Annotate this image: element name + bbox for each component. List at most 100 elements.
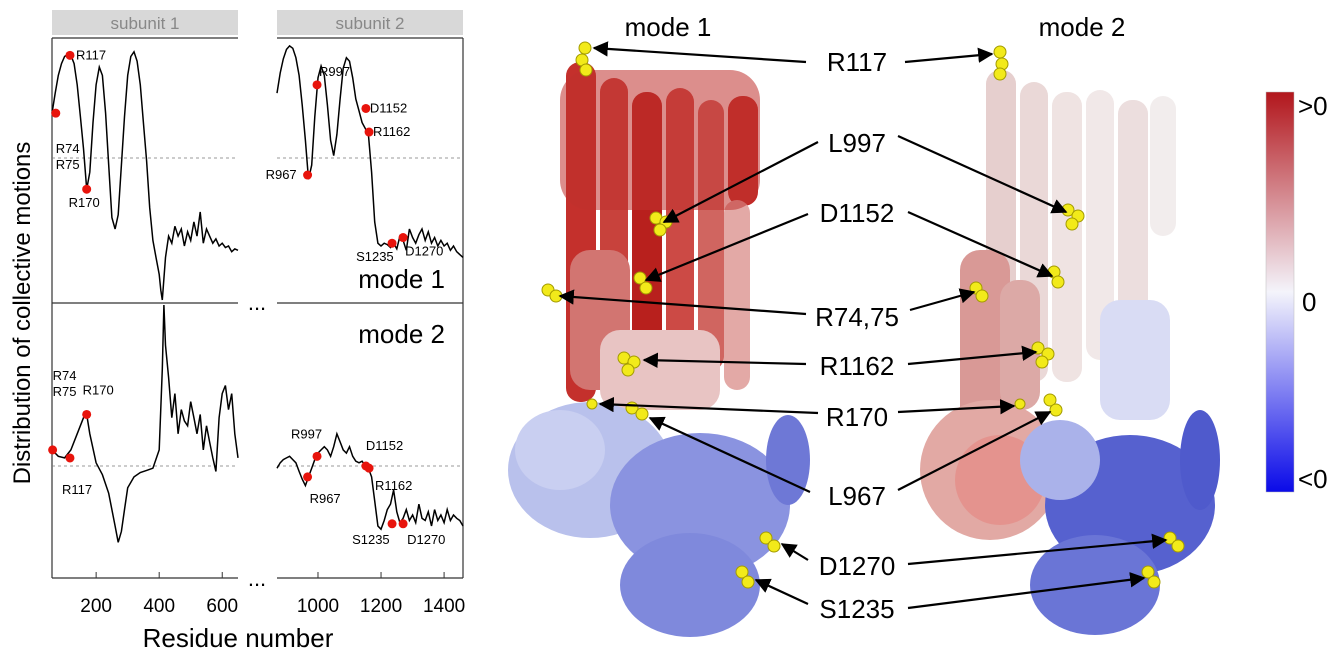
arrow-l997-mode1: [662, 141, 819, 223]
residue-d1270-mode1: [759, 531, 781, 553]
label-s1235: S1235: [819, 594, 894, 624]
marker-label: R1162: [375, 478, 412, 493]
x-axis-label: Residue number: [143, 623, 334, 653]
arrow-l997-mode2: [897, 134, 1068, 214]
arrow-r1162-mode2: [907, 345, 1038, 366]
arrow-r1162-mode1: [642, 352, 807, 369]
subunit-2-header-bar: [277, 10, 463, 35]
marker-label: R170: [83, 382, 114, 397]
marker-r170: [82, 184, 92, 194]
arrow-r7475-mode1: [558, 289, 807, 316]
axis-break-bottom: ...: [248, 566, 266, 591]
x-tick-label: 600: [206, 596, 238, 617]
marker-label: R74 R75: [56, 141, 80, 172]
label-r7475: R74,75: [815, 302, 899, 332]
y-axis-label: Distribution of collective motions: [9, 142, 36, 485]
x-tick-label: 1000: [297, 596, 339, 617]
marker-label: R74 R75: [53, 368, 77, 399]
colorbar-gradient: [1265, 91, 1295, 493]
residue-r170-mode1: [586, 398, 598, 410]
marker-d1152: [361, 103, 371, 113]
marker-d1270: [398, 519, 408, 529]
panel-frames: [51, 37, 464, 579]
series-line-subunit-2: [276, 44, 464, 258]
arrow-l967-mode1: [648, 416, 811, 493]
residue-r117-mode2: [993, 45, 1009, 81]
mode-1-nucleotide-binding-domains: [508, 402, 810, 637]
label-d1270: D1270: [819, 551, 896, 581]
structure-mode-1-title: mode 1: [625, 12, 712, 42]
mode-2-panel: R74 R75 R117 R170 R967 R997 D1152 R1162 S1235 D12…: [48, 304, 464, 547]
marker-r117: [65, 453, 75, 463]
x-tick-labels: 200 400 600 1000 1200 1400: [80, 572, 465, 617]
x-tick-label: 1400: [423, 596, 465, 617]
marker-r117: [65, 50, 75, 60]
colorbar: >0 0 <0: [1265, 91, 1328, 494]
residue-r7475-mode1: [541, 283, 563, 303]
arrow-d1152-mode2: [907, 210, 1054, 278]
marker-r1162: [364, 463, 374, 473]
marker-r967: [303, 472, 313, 482]
label-l997: L997: [828, 128, 886, 158]
arrow-l967-mode2: [897, 411, 1052, 491]
x-tick-label: 400: [143, 596, 175, 617]
marker-label: D1152: [370, 100, 407, 115]
marker-d1270: [398, 233, 408, 243]
marker-label: D1270: [405, 244, 443, 259]
subunit-2-label: subunit 2: [336, 14, 405, 33]
structure-mode-2-title: mode 2: [1039, 12, 1126, 42]
mode-2-transmembrane-helices: [960, 70, 1176, 430]
residue-r170-mode2: [1014, 398, 1026, 410]
x-tick-label: 200: [80, 596, 112, 617]
arrow-r117-mode1: [592, 41, 807, 64]
colorbar-mid-label: 0: [1302, 287, 1316, 317]
colorbar-bottom-label: <0: [1298, 464, 1328, 494]
arrow-r117-mode2: [904, 47, 994, 64]
marker-s1235: [387, 519, 397, 529]
marker-r74: [48, 445, 58, 455]
marker-r1162: [364, 127, 374, 137]
series-line-subunit-1: [51, 50, 239, 301]
marker-label: R117: [62, 482, 92, 497]
marker-label: R117: [76, 47, 106, 62]
mode-1-plot-title: mode 1: [358, 264, 445, 294]
marker-label: R997: [291, 426, 322, 441]
marker-label: R170: [69, 195, 100, 210]
label-r1162: R1162: [820, 351, 895, 381]
series-line-subunit-1: [51, 304, 239, 543]
marker-label: R1162: [373, 124, 410, 139]
marker-r997: [312, 80, 322, 90]
mode-2-protein-cartoon: [920, 70, 1220, 635]
mode-1-transmembrane-helices: [560, 62, 760, 410]
collective-motion-plots: subunit 1 subunit 2 ... ... R74 R75 R117 R1…: [9, 10, 465, 653]
marker-label: S1235: [356, 249, 394, 264]
label-l967: L967: [828, 481, 886, 511]
mode-2-plot-title: mode 2: [358, 319, 445, 349]
arrow-r7475-mode2: [909, 288, 976, 312]
marker-label: S1235: [352, 532, 390, 547]
arrow-s1235-mode2: [907, 572, 1146, 610]
residue-s1235-mode1: [735, 565, 755, 589]
marker-s1235: [387, 238, 397, 248]
label-r117: R117: [827, 47, 887, 77]
residue-arrows: [558, 41, 1168, 610]
axis-break-top: ...: [248, 290, 266, 315]
marker-label: D1270: [407, 532, 445, 547]
residue-r1162-mode1: [617, 351, 641, 377]
arrow-d1270-mode2: [907, 533, 1168, 566]
arrow-s1235-mode1: [754, 578, 809, 605]
marker-r967: [303, 170, 313, 180]
colorbar-top-label: >0: [1298, 91, 1328, 121]
marker-r170: [82, 409, 92, 419]
mode-1-protein-cartoon: [508, 62, 810, 637]
arrow-d1270-mode1: [780, 543, 809, 561]
residue-d1152-mode1: [633, 271, 653, 295]
marker-r997: [312, 451, 322, 461]
mode-1-panel: R74 R75 R117 R170 R967 R997 D1152 R1162 S1235 D12…: [51, 44, 464, 301]
marker-r74: [51, 108, 61, 118]
marker-label: R997: [319, 64, 350, 79]
residue-l967-mode2: [1043, 393, 1063, 417]
arrow-d1152-mode1: [644, 212, 809, 282]
label-d1152: D1152: [820, 198, 895, 228]
